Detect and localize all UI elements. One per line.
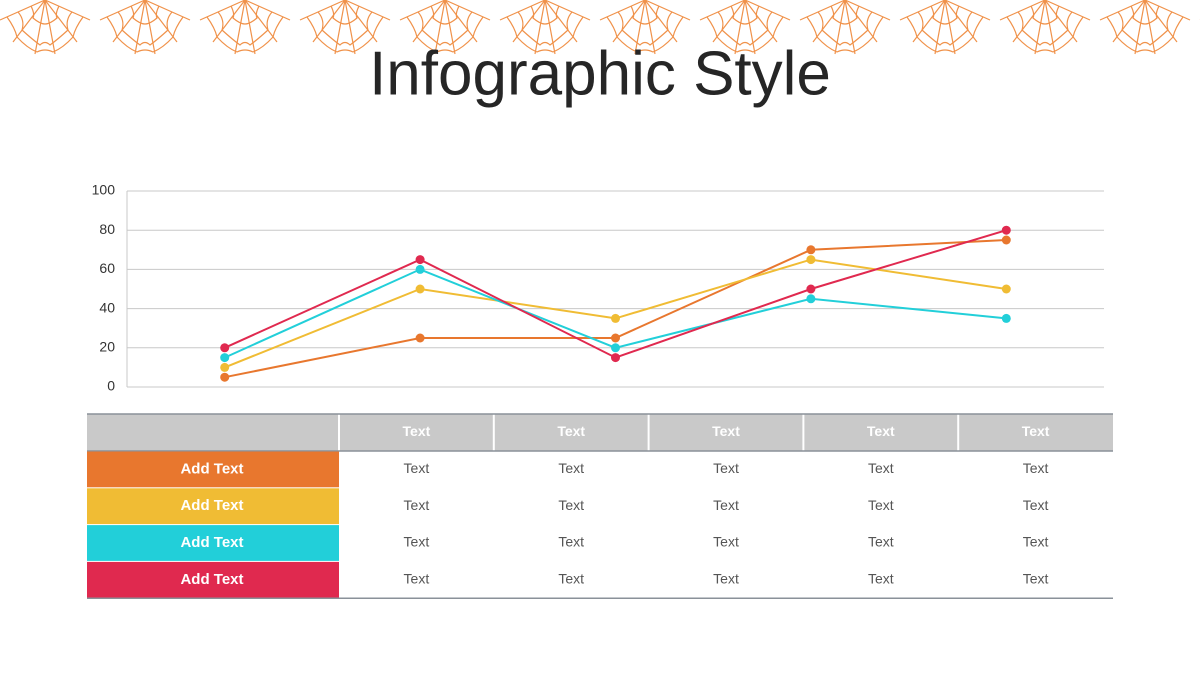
table-cell: Text [558,460,584,476]
row-label: Add Text [180,460,243,477]
table: Text Text Text Text Text Add Text Text Text Text… [87,413,1113,599]
chart-title: Infographic Style [369,39,831,108]
point [806,255,816,265]
row-label-cell [87,451,339,488]
point [415,333,425,343]
table-cell: Text [868,497,894,513]
table-cell: Text [558,497,584,513]
row-label: Add Text [180,571,243,588]
table-cell: Text [1023,571,1049,587]
point [220,362,230,372]
row-label: Add Text [180,534,243,551]
table-cell: Text [868,534,894,550]
point [1001,225,1011,235]
header-cell: Text [867,423,895,439]
point [1001,235,1011,245]
point [806,294,816,304]
table-cell: Text [713,534,739,550]
point [611,353,620,363]
point [611,333,620,343]
table-cell: Text [404,571,430,587]
point [220,343,230,353]
table-cell: Text [868,571,894,587]
point [611,313,620,323]
table-cell: Text [1023,460,1049,476]
y-tick-label: 100 [92,182,116,198]
y-tick-label: 60 [99,260,115,276]
y-tick-label: 0 [107,378,115,394]
point [415,284,425,294]
row-label-cell [87,488,339,525]
table-cell: Text [868,460,894,476]
table-cell: Text [1023,534,1049,550]
table-cell: Text [713,460,739,476]
web-decoration [0,0,1200,56]
y-tick-label: 20 [99,339,115,355]
plot: 0 20 40 60 80 100 [92,182,1104,394]
row-label-cell [87,525,339,561]
point [611,343,620,353]
y-tick-label: 40 [99,299,115,315]
table-cell: Text [558,534,584,550]
point [1001,284,1011,294]
header-row [87,414,1113,451]
point [220,353,230,363]
row-label-cell [87,561,339,598]
point [806,284,816,294]
header-cell: Text [712,423,740,439]
table-cell: Text [404,497,430,513]
table-cell: Text [404,460,430,476]
point [415,264,425,274]
table-cell: Text [713,497,739,513]
point [1001,313,1011,323]
row-label: Add Text [180,497,243,514]
table-cell: Text [558,571,584,587]
point [220,372,230,382]
point [806,245,816,255]
table-cell: Text [713,571,739,587]
header-cell: Text [1022,423,1050,439]
table-cell: Text [1023,497,1049,513]
table-cell: Text [404,534,430,550]
point [415,255,425,265]
header-cell: Text [557,423,585,439]
y-tick-label: 80 [99,221,115,237]
header-cell: Text [403,423,431,439]
